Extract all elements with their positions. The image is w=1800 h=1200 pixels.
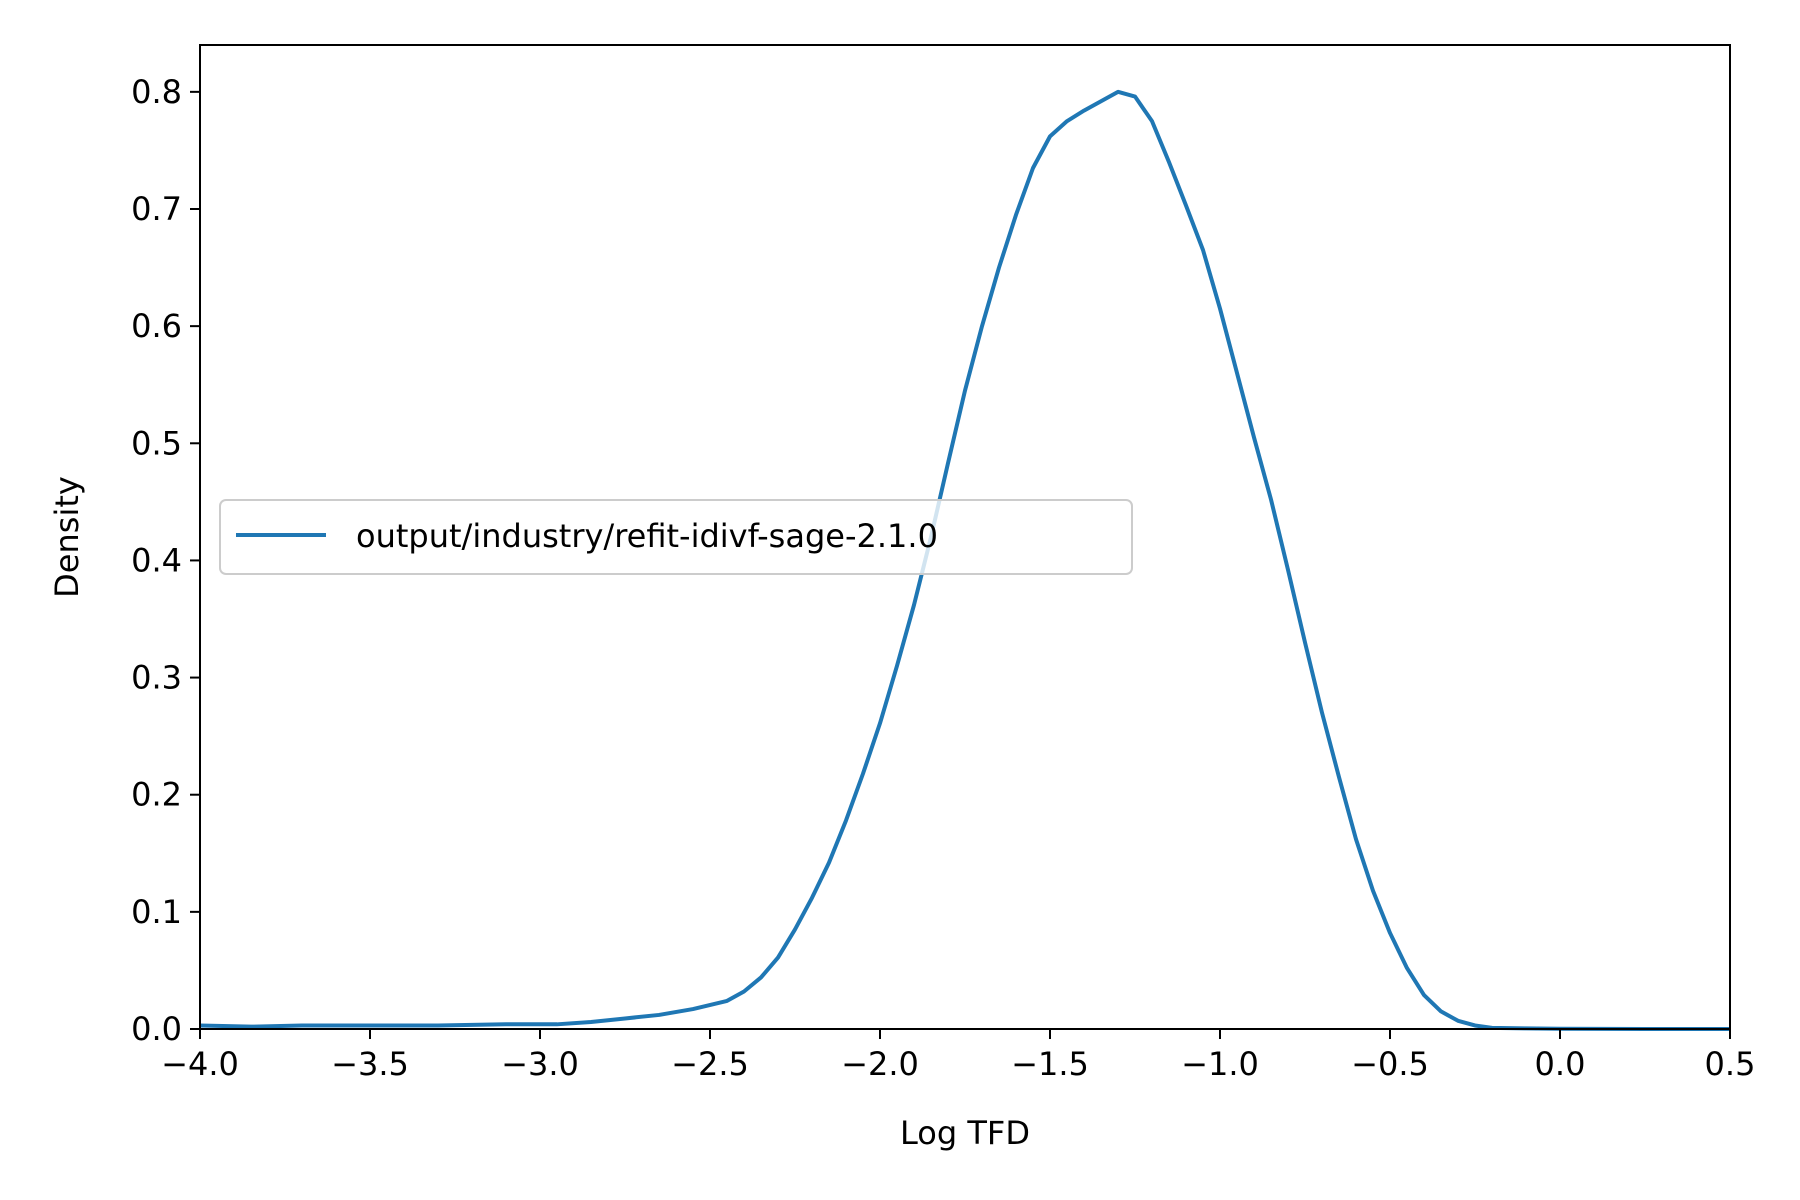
y-tick-label-6: 0.6: [131, 307, 182, 345]
y-tick-label-0: 0.0: [131, 1010, 182, 1048]
legend: output/industry/refit-idivf-sage-2.1.0: [219, 499, 1133, 575]
y-axis-label: Density: [48, 476, 86, 598]
series-layer: [199, 89, 1730, 1031]
x-tick-label-4: −2.0: [841, 1045, 919, 1083]
y-tick-label-8: 0.8: [131, 73, 182, 111]
x-tick-label-1: −3.5: [331, 1045, 409, 1083]
x-tick-label-2: −3.0: [501, 1045, 579, 1083]
x-tick-label-7: −0.5: [1351, 1045, 1429, 1083]
y-tick-label-5: 0.5: [131, 424, 182, 462]
x-tick-label-0: −4.0: [161, 1045, 239, 1083]
legend-box: [219, 499, 1133, 575]
y-tick-label-2: 0.2: [131, 776, 182, 814]
x-tick-label-5: −1.5: [1011, 1045, 1089, 1083]
x-tick-label-6: −1.0: [1181, 1045, 1259, 1083]
legend-entry-label: output/industry/refit-idivf-sage-2.1.0: [356, 517, 938, 555]
y-tick-label-3: 0.3: [131, 659, 182, 697]
y-tick-label-7: 0.7: [131, 190, 182, 228]
x-axis-label: Log TFD: [900, 1114, 1030, 1152]
x-tick-label-8: 0.0: [1535, 1045, 1586, 1083]
series-line-0: [199, 89, 1730, 1031]
x-tick-label-9: 0.5: [1705, 1045, 1756, 1083]
x-axis-ticks: −4.0 −3.5 −3.0 −2.5 −2.0 −1.5 −1.0 −0.5 0.0 0.5: [161, 1029, 1755, 1083]
y-tick-label-4: 0.4: [131, 541, 182, 579]
x-tick-label-3: −2.5: [671, 1045, 749, 1083]
y-axis-ticks: 0.0 0.1 0.2 0.3 0.4 0.5 0.6 0.7 0.8: [131, 73, 200, 1048]
plot-frame: [199, 44, 1731, 1030]
y-tick-label-1: 0.1: [131, 893, 182, 931]
